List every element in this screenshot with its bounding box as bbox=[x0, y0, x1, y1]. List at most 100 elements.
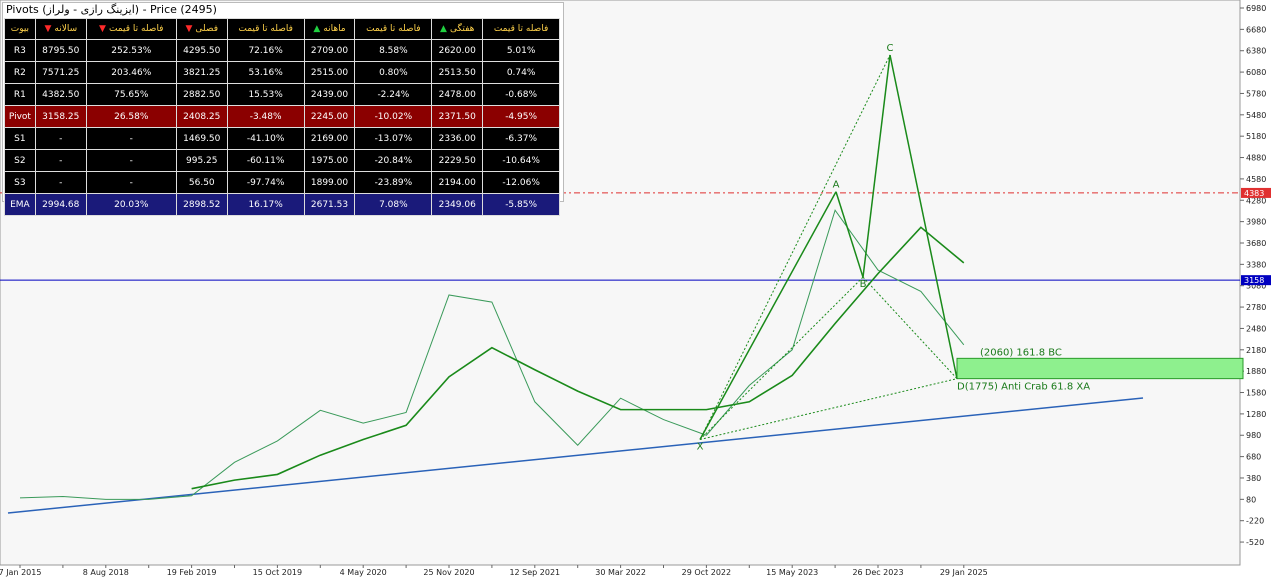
level-tag bbox=[1241, 187, 1271, 198]
table-cell: 5.01% bbox=[482, 39, 560, 62]
table-cell: - bbox=[34, 149, 87, 172]
y-tick-label: 6680 bbox=[1246, 25, 1266, 34]
table-cell: 20.03% bbox=[85, 193, 177, 216]
table-cell: -10.64% bbox=[482, 149, 560, 172]
header-text: سالانه bbox=[54, 24, 78, 34]
x-tick-label: 26 Dec 2023 bbox=[852, 568, 903, 577]
zone-label: D(1775) Anti Crab 61.8 XA bbox=[957, 382, 1090, 393]
y-tick-label: 2480 bbox=[1246, 324, 1266, 333]
y-tick-label: 3980 bbox=[1246, 218, 1266, 227]
x-tick-label: 30 Mar 2022 bbox=[595, 568, 646, 577]
header-cell: فاصله تا قیمت bbox=[482, 18, 560, 40]
table-cell: 2371.50 bbox=[431, 105, 484, 128]
table-cell: 3158.25 bbox=[34, 105, 87, 128]
table-cell: 2336.00 bbox=[431, 127, 484, 150]
table-cell: 0.74% bbox=[482, 61, 560, 84]
header-cell: بیوت bbox=[4, 18, 36, 40]
table-cell: 2898.52 bbox=[175, 193, 228, 216]
y-tick-label: 5180 bbox=[1246, 132, 1266, 141]
table-row: R2 7571.25 203.46% 3821.25 53.16% 2515.00 0.80… bbox=[4, 61, 560, 84]
table-cell: 75.65% bbox=[85, 83, 177, 106]
pattern-label: B bbox=[860, 279, 867, 290]
ma-line bbox=[191, 226, 965, 490]
y-tick-label: 4280 bbox=[1246, 196, 1266, 205]
pattern-leg bbox=[699, 191, 837, 440]
table-cell: S3 bbox=[4, 171, 36, 194]
header-text: ماهانه bbox=[323, 24, 346, 34]
pattern-guide bbox=[699, 378, 958, 441]
trendline bbox=[7, 397, 1144, 514]
header-text: فاصله تا قیمت bbox=[108, 24, 164, 34]
table-cell: -4.95% bbox=[482, 105, 560, 128]
y-tick-label: 2780 bbox=[1246, 303, 1266, 312]
y-tick-label: 980 bbox=[1246, 431, 1261, 440]
table-cell: 0.80% bbox=[354, 61, 433, 84]
header-cell: ▲ هفتگی bbox=[431, 18, 484, 40]
price-line bbox=[19, 209, 965, 500]
pattern-label: A bbox=[833, 180, 840, 191]
table-cell: 2408.25 bbox=[175, 105, 228, 128]
table-cell: 16.17% bbox=[226, 193, 305, 216]
arrow: ▲ bbox=[440, 24, 447, 34]
x-tick-label: 29 Jan 2025 bbox=[940, 568, 988, 577]
y-tick-label: 5780 bbox=[1246, 89, 1266, 98]
table-cell: - bbox=[85, 127, 177, 150]
arrow: ▼ bbox=[99, 24, 106, 34]
table-cell: 15.53% bbox=[226, 83, 305, 106]
table-cell: -60.11% bbox=[226, 149, 305, 172]
table-row: R1 4382.50 75.65% 2882.50 15.53% 2439.00 -2.24… bbox=[4, 83, 560, 106]
arrow: ▼ bbox=[44, 24, 52, 34]
y-tick-label: 3380 bbox=[1246, 260, 1266, 269]
level-label: 3158 bbox=[1244, 276, 1264, 285]
x-tick-label: 29 Oct 2022 bbox=[682, 568, 731, 577]
table-cell: R3 bbox=[4, 39, 36, 62]
table-row: S1- -1469.50 -41.10% 2169.00 -13.07% 2336.00-… bbox=[4, 127, 560, 150]
table-cell: - bbox=[34, 127, 87, 150]
table-cell: 2671.53 bbox=[303, 193, 356, 216]
table-cell: 2194.00 bbox=[431, 171, 484, 194]
level-label: 4383 bbox=[1244, 189, 1264, 198]
pattern-leg bbox=[889, 54, 958, 379]
x-tick-label: 4 May 2020 bbox=[340, 568, 387, 577]
window-title: Pivots (ایزینگ رازی - ولراز) - Price (24… bbox=[6, 3, 217, 16]
table-cell: 2349.06 bbox=[431, 193, 484, 216]
table-cell: 53.16% bbox=[226, 61, 305, 84]
table-cell: -13.07% bbox=[354, 127, 433, 150]
table-cell: 2620.00 bbox=[431, 39, 484, 62]
header-cell: ▲ ماهانه bbox=[303, 18, 356, 40]
y-tick-label: -520 bbox=[1246, 538, 1264, 547]
table-cell: R1 bbox=[4, 83, 36, 106]
y-tick-label: 6380 bbox=[1246, 47, 1266, 56]
pattern-label: X bbox=[697, 442, 704, 453]
table-cell: S2 bbox=[4, 149, 36, 172]
header-text: بیوت bbox=[10, 24, 30, 34]
zone-label: (2060) 161.8 BC bbox=[980, 347, 1062, 358]
table-cell: 4382.50 bbox=[34, 83, 87, 106]
table-row: EMA 2994.68 20.03% 2898.52 16.17% 2671.53 7.08… bbox=[4, 193, 560, 216]
table-cell: 2709.00 bbox=[303, 39, 356, 62]
pattern-label: C bbox=[887, 43, 894, 54]
table-cell: - bbox=[85, 171, 177, 194]
table-cell: -20.84% bbox=[354, 149, 433, 172]
x-tick-label: 15 Oct 2019 bbox=[253, 568, 302, 577]
y-tick-label: 380 bbox=[1246, 474, 1261, 483]
y-tick-label: 4580 bbox=[1246, 175, 1266, 184]
table-cell: 7571.25 bbox=[34, 61, 87, 84]
pattern-guide bbox=[699, 54, 891, 440]
x-tick-label: 7 Jan 2015 bbox=[0, 568, 41, 577]
table-cell: 2439.00 bbox=[303, 83, 356, 106]
y-tick-label: 6980 bbox=[1246, 4, 1266, 13]
pattern-guide bbox=[862, 276, 958, 379]
x-tick-label: 19 Feb 2019 bbox=[167, 568, 217, 577]
y-tick-label: 2180 bbox=[1246, 346, 1266, 355]
arrow: ▼ bbox=[185, 24, 193, 34]
table-cell: 1469.50 bbox=[175, 127, 228, 150]
table-cell: -41.10% bbox=[226, 127, 305, 150]
table-cell: 2478.00 bbox=[431, 83, 484, 106]
header-cell: فاصله تا قیمت bbox=[354, 18, 433, 40]
table-cell: 2169.00 bbox=[303, 127, 356, 150]
table-cell: 26.58% bbox=[85, 105, 177, 128]
table-cell: -12.06% bbox=[482, 171, 560, 194]
y-tick-label: 1280 bbox=[1246, 410, 1266, 419]
table-cell: -5.85% bbox=[482, 193, 560, 216]
